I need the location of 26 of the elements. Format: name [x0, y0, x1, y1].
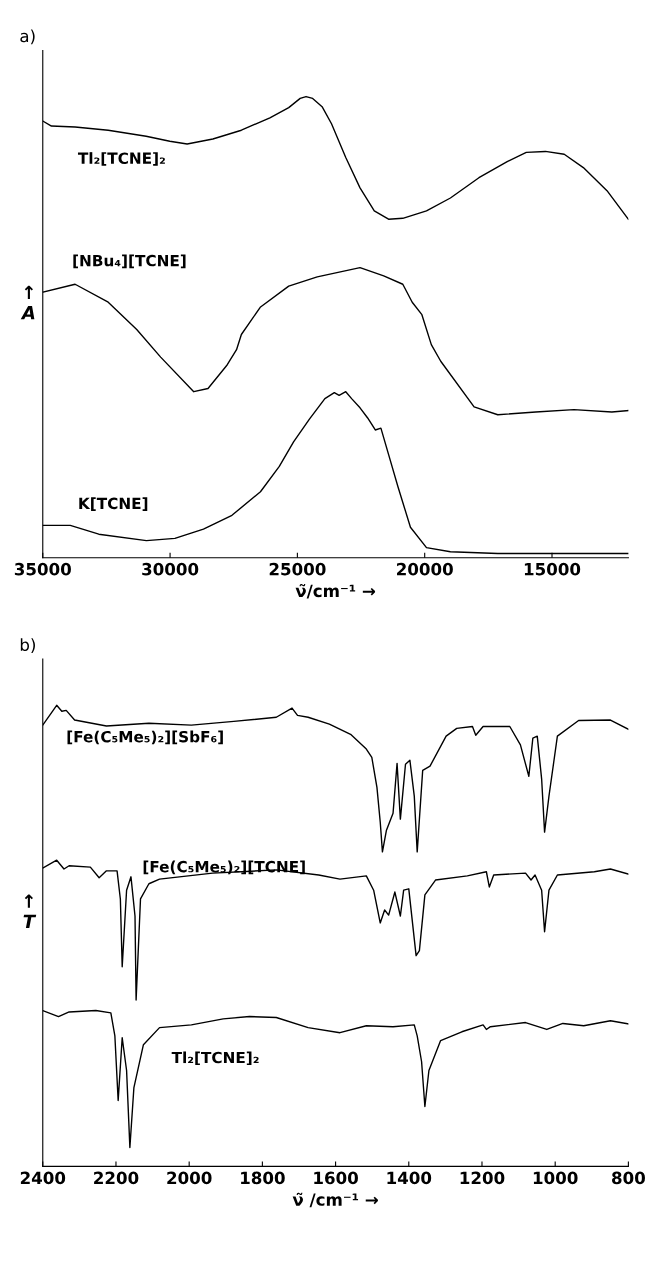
series-label: [Fe(C₅Me₅)₂][TCNE] — [143, 860, 305, 875]
x-tick-label: 2000 — [167, 1171, 212, 1185]
series-label: [NBu₄][TCNE] — [73, 254, 186, 269]
x-tick-label: 1200 — [460, 1171, 505, 1185]
x-tick-label: 800 — [612, 1171, 645, 1185]
series-label: K[TCNE] — [79, 497, 148, 511]
x-axis-title: ν̃/cm⁻¹ → — [295, 583, 376, 599]
x-tick-label: 30000 — [142, 562, 199, 576]
y-axis-title: ↑ T — [23, 894, 37, 928]
x-axis-title: ν̃ /cm⁻¹ → — [292, 1192, 378, 1208]
x-tick-label: 1800 — [241, 1171, 285, 1185]
x-tick-label: 20000 — [397, 562, 453, 576]
y-axis-title: ↑ A — [20, 285, 35, 320]
series-label: Tl₂[TCNE]₂ — [77, 152, 165, 166]
chart-title: b) — [20, 638, 35, 654]
x-tick-label: 15000 — [524, 562, 581, 576]
series-label: Tl₂[TCNE]₂ — [171, 1051, 259, 1066]
x-tick-label: 1000 — [533, 1171, 578, 1185]
chart-title: a) — [20, 29, 35, 45]
x-tick-label: 35000 — [14, 562, 71, 576]
x-tick-label: 2200 — [94, 1171, 139, 1185]
x-tick-label: 1400 — [387, 1171, 432, 1185]
x-tick-label: 25000 — [269, 562, 326, 576]
x-tick-label: 1600 — [314, 1171, 358, 1185]
x-tick-label: 2400 — [20, 1171, 66, 1185]
series-label: [Fe(C₅Me₅)₂][SbF₆] — [67, 730, 223, 745]
